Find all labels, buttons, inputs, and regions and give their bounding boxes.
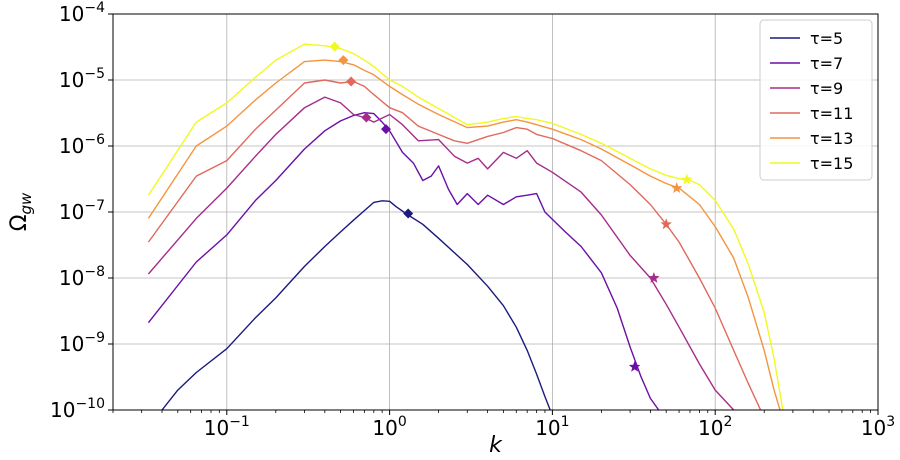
peak-diamond-marker xyxy=(403,208,414,219)
legend-label: τ=5 xyxy=(810,29,843,48)
x-tick-label: 103 xyxy=(861,414,895,440)
legend-label: τ=15 xyxy=(810,154,853,173)
tick-layer: 10−1 100 101 102 103 10−10 10−9 10−8 10−7 10−6 10−… xyxy=(50,0,895,440)
x-tick-label: 100 xyxy=(372,414,406,440)
series-line xyxy=(161,200,551,410)
x-axis-label: k xyxy=(489,433,503,458)
peak-diamond-marker xyxy=(380,124,391,135)
y-axis-label: Ωgw xyxy=(7,192,35,231)
legend: τ=5 τ=7 τ=9 τ=11 τ=13 τ=15 xyxy=(759,19,873,181)
series-line xyxy=(147,112,660,410)
peak-diamond-marker xyxy=(329,41,340,52)
y-axis-label-main: Ω xyxy=(7,214,32,231)
y-tick-label: 10−4 xyxy=(59,0,105,26)
y-axis-label-sub: gw xyxy=(17,192,35,215)
y-tick-label: 10−5 xyxy=(59,66,105,92)
star-marker xyxy=(681,173,693,185)
series-line xyxy=(147,43,784,410)
star-marker xyxy=(648,272,660,283)
marker-layer xyxy=(329,41,693,372)
peak-diamond-marker xyxy=(338,55,349,66)
y-tick-label: 10−7 xyxy=(59,198,105,224)
star-marker xyxy=(660,218,672,230)
x-tick-label: 101 xyxy=(535,414,569,440)
peak-diamond-marker xyxy=(346,76,357,87)
legend-label: τ=11 xyxy=(810,104,853,123)
y-tick-label: 10−9 xyxy=(59,330,105,356)
y-tick-label: 10−8 xyxy=(59,264,105,290)
legend-label: τ=9 xyxy=(810,79,843,98)
y-tick-label: 10−10 xyxy=(50,396,105,422)
star-marker xyxy=(628,360,641,372)
x-tick-label: 102 xyxy=(698,414,732,440)
series-layer xyxy=(147,43,784,410)
star-marker xyxy=(671,182,683,193)
series-line xyxy=(147,59,781,410)
peak-diamond-marker xyxy=(361,112,372,123)
x-tick-label: 10−1 xyxy=(204,414,250,440)
legend-label: τ=13 xyxy=(810,129,853,148)
series-line xyxy=(147,96,735,410)
series-line xyxy=(147,79,762,410)
y-tick-label: 10−6 xyxy=(59,132,105,158)
legend-box xyxy=(759,19,873,181)
legend-label: τ=7 xyxy=(810,54,843,73)
